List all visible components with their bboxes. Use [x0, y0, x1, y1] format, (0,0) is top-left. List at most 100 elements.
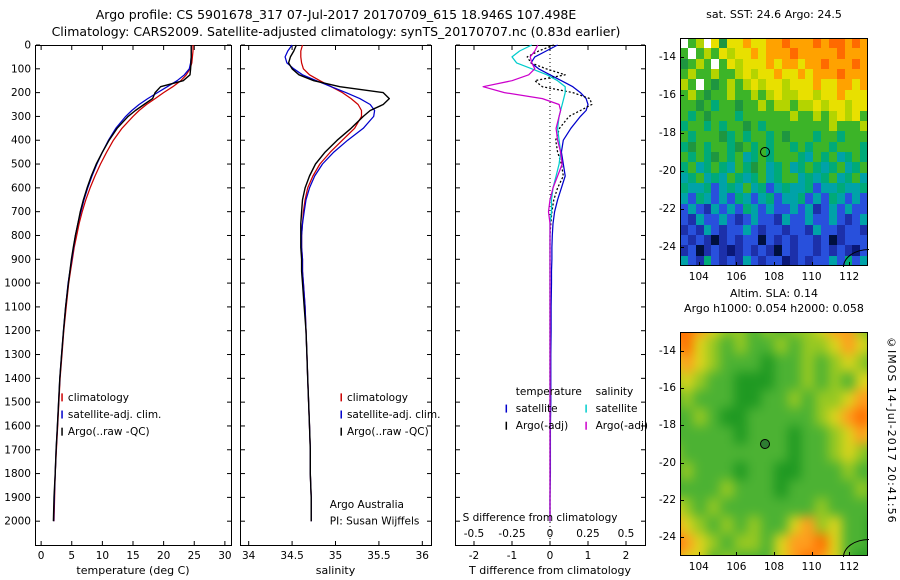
depth-tick-label: 1900	[4, 492, 31, 504]
map-lat-label: -18	[658, 419, 676, 432]
sst-map: 104 106 108 110 112 -14 -16 -18 -20 -22 -24	[659, 38, 869, 283]
depth-tick-label: 1000	[4, 278, 31, 290]
s-axis-tick-label: 0	[547, 528, 554, 540]
legend: temperature satellite Argo(-adj) salinity sa…	[505, 386, 648, 432]
legend-group-title: temperature	[516, 386, 582, 398]
legend-label: satellite	[596, 403, 638, 415]
legend: climatology satellite-adj. clim. Argo(..ra…	[340, 392, 440, 438]
series-argo-raw	[287, 44, 390, 522]
depth-tick-label: 1400	[4, 373, 31, 385]
map-lon-label: 112	[839, 271, 860, 283]
x-tick-label: 2	[623, 550, 630, 562]
legend-label: climatology	[347, 392, 408, 404]
series-s-satellite	[511, 44, 566, 522]
depth-tick-label: 300	[11, 111, 31, 123]
map-lon-label: 110	[801, 271, 822, 283]
legend-label: Argo(-adj)	[596, 420, 648, 432]
map-lat-label: -22	[658, 203, 676, 215]
legend-label: climatology	[68, 392, 129, 404]
map-lon-label: 108	[763, 271, 785, 283]
map-lat-label: -16	[658, 89, 676, 101]
argo-float-position-marker	[759, 147, 770, 157]
series-argo-raw	[52, 45, 192, 522]
annotation: PI: Susan Wijffels	[330, 516, 420, 528]
x-tick-label: 0	[547, 550, 554, 562]
x-tick-label: 25	[188, 550, 201, 562]
x-tick-label: 1	[585, 550, 592, 562]
figure-title: Argo profile: CS 5901678_317 07-Jul-2017…	[95, 7, 577, 22]
depth-tick-label: 200	[11, 87, 31, 99]
map-lat-label: -20	[658, 165, 676, 177]
legend-label: Argo(-adj)	[516, 420, 568, 432]
series-climatology	[53, 45, 194, 522]
axes-box	[35, 45, 232, 546]
sla-map-image	[680, 332, 868, 556]
panel-salinity-profile: 34 34.5 35 35.5 36 salinity climatology satelli…	[240, 44, 440, 577]
map-lat-label: -14	[658, 51, 676, 63]
s-axis-title: S difference from climatology	[463, 512, 618, 524]
depth-tick-label: 800	[11, 230, 31, 242]
depth-tick-label: 1100	[4, 301, 31, 313]
map-lat-label: -24	[658, 531, 676, 544]
map-lon-label: 112	[839, 561, 860, 573]
map-lat-label: -16	[658, 382, 676, 394]
map-lon-label: 104	[688, 561, 709, 573]
s-axis-tick-label: 0.25	[576, 528, 599, 540]
legend-label: satellite	[516, 403, 558, 415]
x-tick-label: 30	[218, 550, 231, 562]
legend-label: satellite-adj. clim.	[68, 409, 161, 421]
x-axis-label: T difference from climatology	[468, 564, 631, 577]
depth-tick-label: 100	[11, 63, 31, 75]
depth-tick-label: 400	[11, 135, 31, 147]
s-axis-tick-label: 0.5	[618, 528, 635, 540]
x-tick-label: 5	[68, 550, 75, 562]
legend-label: Argo(..raw -QC)	[68, 426, 150, 438]
depth-tick-label: 0	[24, 40, 31, 52]
profile-plots: 0 5 10 15 20 25 300100200300400500600700800900…	[4, 40, 648, 578]
map-lon-label: 104	[688, 271, 709, 283]
depth-tick-label: 1700	[4, 444, 31, 456]
depth-tick-label: 900	[11, 254, 31, 266]
map-lon-label: 106	[726, 561, 747, 573]
annotation: Argo Australia	[330, 499, 404, 511]
depth-tick-label: 1600	[4, 420, 31, 432]
map-lon-label: 108	[763, 561, 785, 573]
series-s-argo-adj	[482, 44, 563, 522]
depth-tick-label: 500	[11, 159, 31, 171]
x-axis-label: salinity	[316, 564, 356, 577]
figure-subtitle: Climatology: CARS2009. Satellite-adjuste…	[51, 24, 621, 39]
map-lon-label: 110	[801, 561, 822, 573]
x-tick-label: 34.5	[280, 550, 303, 562]
legend-label: satellite-adj. clim.	[347, 409, 440, 421]
depth-tick-label: 700	[11, 206, 31, 218]
x-tick-label: 34	[242, 550, 256, 562]
map-lat-label: -22	[658, 494, 676, 506]
panel-temperature-profile: 0 5 10 15 20 25 300100200300400500600700800900…	[4, 40, 232, 577]
panel-difference-profile: -2 -1 0 1 2 T difference from climatology temp…	[455, 44, 648, 577]
x-tick-label: 35	[329, 550, 342, 562]
series-t-satellite	[530, 44, 589, 522]
depth-tick-label: 1500	[4, 397, 31, 409]
series-satellite-adj-clim	[53, 45, 192, 522]
x-tick-label: 20	[157, 550, 170, 562]
depth-tick-label: 1200	[4, 325, 31, 337]
depth-tick-label: 1800	[4, 468, 31, 480]
x-tick-label: 36	[416, 550, 430, 562]
depth-tick-label: 600	[11, 182, 31, 194]
x-tick-label: -2	[469, 550, 479, 562]
x-axis-label: temperature (deg C)	[76, 564, 189, 577]
map-lat-label: -14	[658, 344, 676, 357]
x-tick-label: 0	[38, 550, 45, 562]
axes-box	[455, 45, 646, 546]
argo-float-position-marker	[759, 439, 770, 449]
s-axis-tick-label: -0.25	[498, 528, 525, 540]
map-lat-label: -24	[658, 241, 676, 253]
axes-box	[240, 45, 432, 546]
argo-heights-title: Argo h1000: 0.054 h2000: 0.058	[684, 302, 864, 315]
imos-watermark: ©IMOS 14-Jul-2017 20:41:56	[885, 336, 898, 524]
legend-group-title: salinity	[596, 386, 634, 398]
x-tick-label: -1	[507, 550, 517, 562]
depth-tick-label: 2000	[4, 516, 31, 528]
x-tick-label: 35.5	[367, 550, 390, 562]
